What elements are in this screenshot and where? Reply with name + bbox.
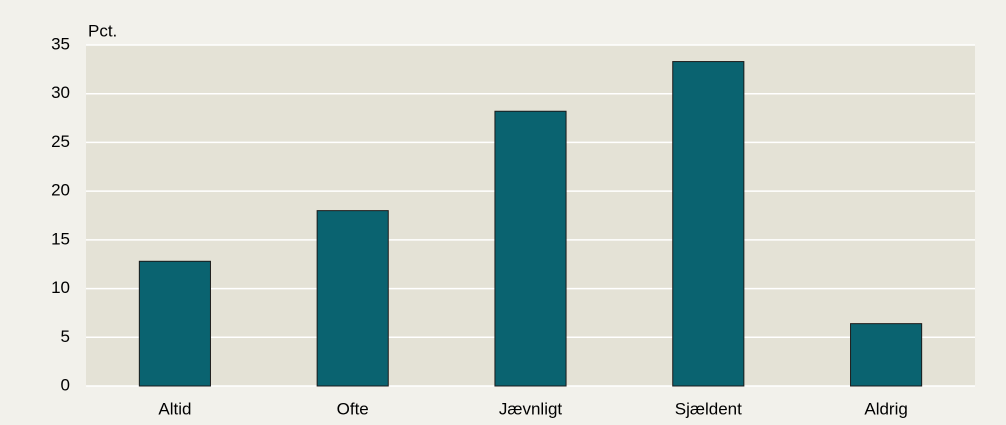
x-tick-label: Sjældent: [675, 399, 742, 418]
y-tick-label: 25: [51, 132, 70, 151]
y-tick-label: 5: [61, 327, 70, 346]
x-tick-label: Ofte: [337, 399, 369, 418]
y-tick-label: 0: [61, 375, 70, 394]
x-tick-label: Jævnligt: [499, 399, 563, 418]
y-tick-label: 35: [51, 34, 70, 53]
y-axis-label: Pct.: [88, 21, 117, 40]
x-tick-label: Altid: [158, 399, 191, 418]
bar: [850, 323, 923, 387]
y-tick-label: 15: [51, 229, 70, 248]
bar: [138, 260, 211, 387]
y-tick-label: 30: [51, 83, 70, 102]
y-tick-label: 10: [51, 278, 70, 297]
x-tick-label: Aldrig: [864, 399, 907, 418]
y-tick-label: 20: [51, 181, 70, 200]
bar: [672, 61, 745, 387]
bar: [316, 210, 389, 387]
bar: [494, 110, 567, 387]
